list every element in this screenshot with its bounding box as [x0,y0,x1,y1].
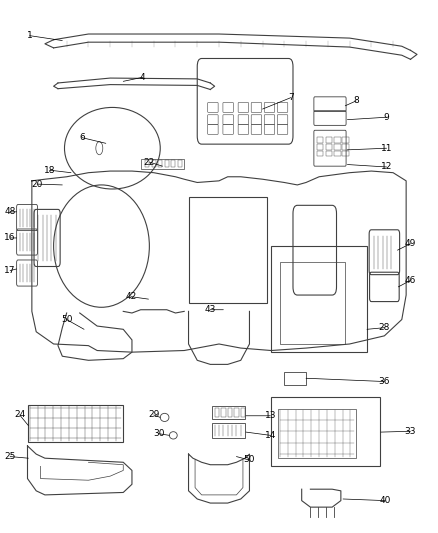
Bar [141,159,184,168]
Text: 14: 14 [265,431,276,440]
Bar [334,151,341,156]
Text: 12: 12 [381,163,392,172]
Text: 50: 50 [243,455,254,464]
Text: 28: 28 [379,323,390,332]
Bar [317,151,323,156]
Text: 43: 43 [205,305,216,314]
Bar [188,197,267,303]
Bar [158,160,162,167]
Bar [334,137,341,142]
Text: 13: 13 [265,411,276,421]
Text: 18: 18 [44,166,56,175]
Text: 22: 22 [144,158,155,167]
Bar [342,151,349,156]
Bar [325,151,332,156]
Text: 29: 29 [148,410,159,419]
Bar [317,144,323,150]
Text: 42: 42 [125,292,137,301]
Text: 46: 46 [405,276,416,285]
Bar [178,160,182,167]
Bar [317,137,323,142]
Bar [284,372,306,385]
Bar [334,144,341,150]
Text: 36: 36 [378,377,390,386]
Text: 33: 33 [405,427,416,436]
Text: 17: 17 [4,266,16,275]
Bar [152,160,156,167]
Text: 16: 16 [4,233,16,243]
Text: 48: 48 [4,207,16,216]
Bar [215,408,219,417]
Text: 6: 6 [79,133,85,142]
Bar [271,397,380,466]
Text: 8: 8 [353,96,359,106]
Text: 9: 9 [384,112,389,122]
Bar [241,408,245,417]
Bar [212,406,245,419]
Bar [278,409,356,458]
Text: 11: 11 [381,144,392,153]
Text: 30: 30 [153,429,165,438]
Text: 7: 7 [288,93,294,102]
Bar [28,405,123,442]
Text: 1: 1 [27,31,32,40]
Bar [221,408,226,417]
Text: 20: 20 [32,180,43,189]
Bar [325,144,332,150]
Text: 25: 25 [4,452,16,461]
Bar [234,408,239,417]
Bar [171,160,176,167]
Bar [271,246,367,352]
Text: 50: 50 [61,315,72,324]
Bar [342,144,349,150]
Text: 40: 40 [380,496,391,505]
Text: 4: 4 [140,72,146,82]
Bar [145,160,149,167]
Bar [325,137,332,142]
Bar [342,137,349,142]
Bar [228,408,232,417]
Text: 24: 24 [14,410,25,419]
Bar [165,160,169,167]
Bar [280,262,345,344]
Text: 49: 49 [405,239,416,248]
Bar [212,423,245,438]
